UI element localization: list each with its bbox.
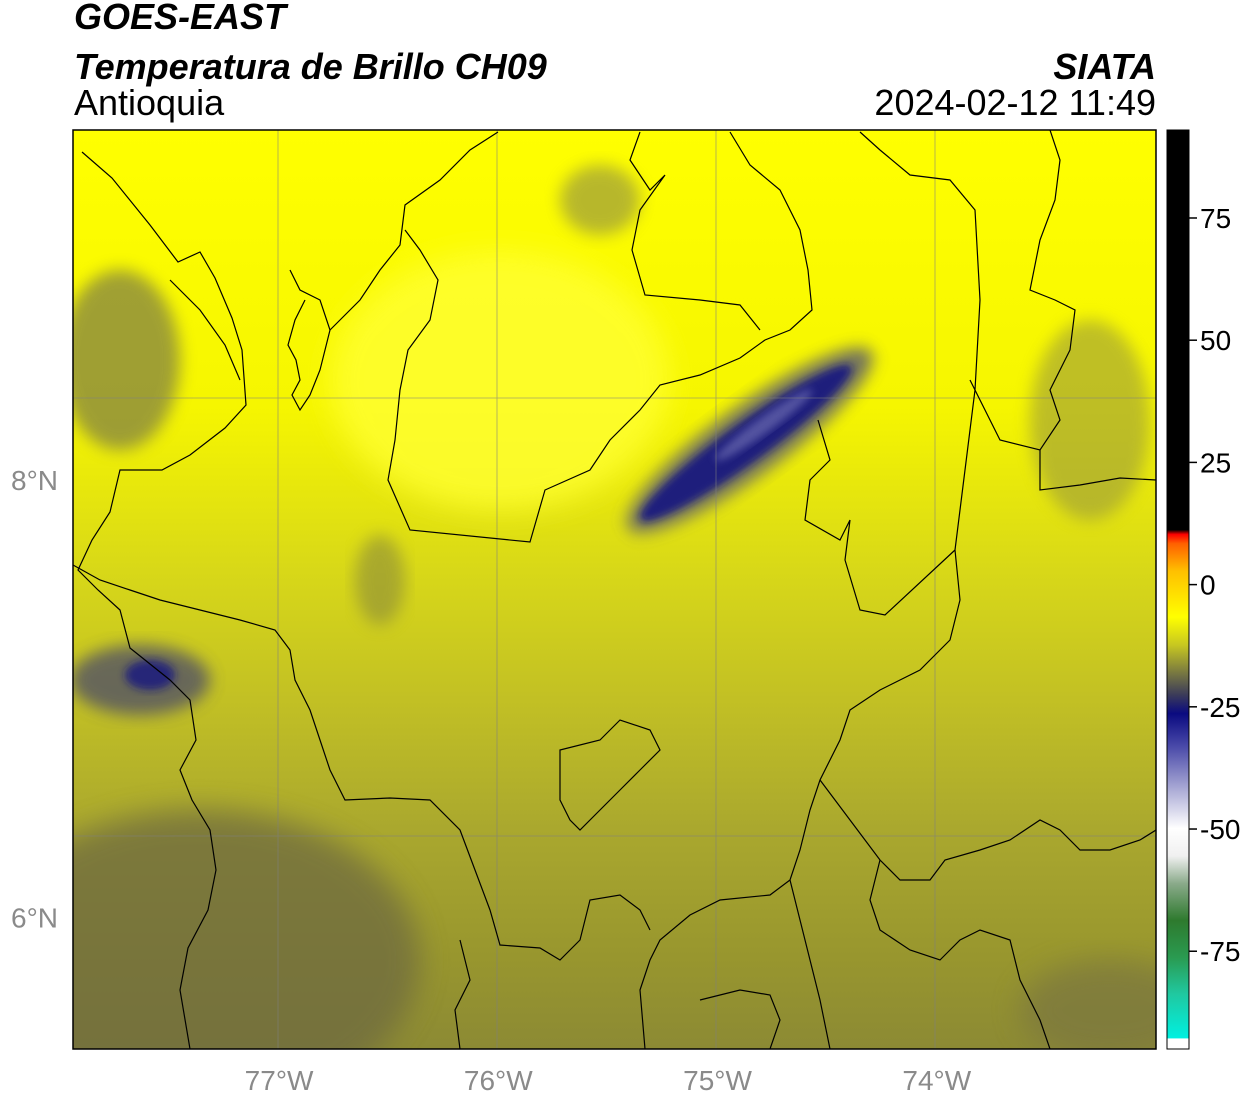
title-region: Antioquia [74, 82, 225, 123]
cloud-patch-east [1030, 320, 1150, 520]
cool-area-southeast [1020, 960, 1156, 1049]
colorbar [1166, 129, 1190, 1050]
colorbar-tick-label: 75 [1200, 203, 1231, 234]
latitude-tick-label: 6°N [11, 903, 58, 934]
colorbar-tick-label: 0 [1200, 570, 1216, 601]
title-product: Temperatura de Brillo CH09 [74, 46, 547, 87]
boundaries [73, 130, 1156, 1049]
title-organization: SIATA [1053, 46, 1156, 87]
warm-area [330, 250, 670, 510]
longitude-ticks: 77°W 76°W 75°W 74°W [245, 1065, 972, 1096]
cloud-patch-west [73, 270, 180, 450]
map-frame [72, 129, 1157, 1050]
latitude-ticks: 8°N 6°N [11, 465, 58, 934]
colorbar-tick-label: 25 [1200, 447, 1231, 478]
colorbar-tick-label: 50 [1200, 325, 1231, 356]
cold-cloud-west [125, 660, 175, 690]
cold-cloud-band [627, 347, 873, 533]
longitude-tick-label: 76°W [464, 1065, 533, 1096]
longitude-tick-label: 75°W [683, 1065, 752, 1096]
title-satellite: GOES-EAST [74, 0, 287, 37]
cloud-patch-north [560, 165, 640, 235]
colorbar-tick-label: -50 [1200, 814, 1240, 845]
colorbar-tick-label: -25 [1200, 692, 1240, 723]
latitude-tick-label: 8°N [11, 465, 58, 496]
longitude-tick-label: 74°W [902, 1065, 971, 1096]
map-panel [73, 130, 1156, 1049]
cloud-patch-central [355, 535, 405, 625]
cool-area-southwest [73, 810, 420, 1049]
graticule [73, 130, 1156, 1049]
colorbar-tick-label: -75 [1200, 936, 1240, 967]
title-datetime: 2024-02-12 11:49 [874, 82, 1156, 123]
colorbar-ticks: 75 50 25 0 -25 -50 -75 [1189, 203, 1240, 967]
longitude-tick-label: 77°W [245, 1065, 314, 1096]
